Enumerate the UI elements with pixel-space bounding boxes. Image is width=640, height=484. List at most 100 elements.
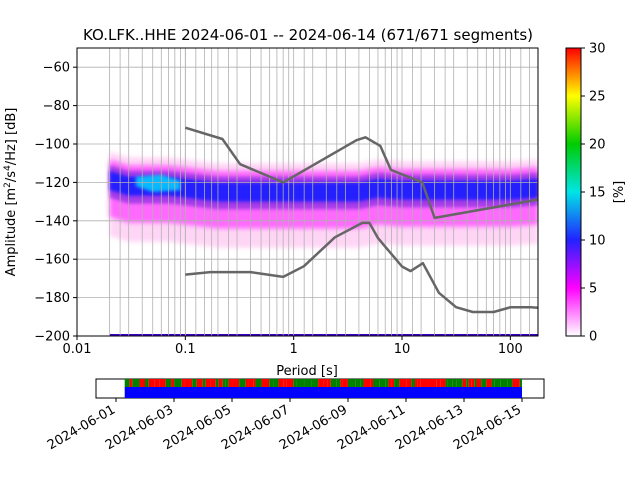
timeline-gap-cell bbox=[486, 379, 492, 387]
timeline-gap-cell bbox=[462, 379, 467, 387]
timeline-gap-cell bbox=[452, 379, 457, 387]
timeline-gap-cell bbox=[373, 379, 380, 387]
colorbar-tick-label: 25 bbox=[589, 90, 606, 105]
timeline-gap-cell bbox=[411, 379, 416, 387]
y-tick-label: −120 bbox=[34, 176, 70, 191]
timeline-gap-cell bbox=[253, 379, 256, 387]
timeline-gap-cell bbox=[239, 379, 246, 387]
colorbar-label: [%] bbox=[612, 181, 627, 204]
timeline-gap-cell bbox=[318, 379, 324, 387]
timeline-gap-cell bbox=[347, 379, 351, 387]
timeline-gap-cell bbox=[293, 379, 297, 387]
timeline-gap-cell bbox=[181, 379, 185, 387]
timeline-gap-cell bbox=[171, 379, 175, 387]
timeline-gap-cell bbox=[205, 379, 211, 387]
timeline-gap-cell bbox=[350, 379, 356, 387]
density-core-blue bbox=[109, 170, 538, 202]
timeline-gap-cell bbox=[340, 379, 343, 387]
y-tick-label: −180 bbox=[34, 291, 70, 306]
timeline-gap-cell bbox=[323, 379, 328, 387]
colorbar-tick-label: 15 bbox=[589, 186, 606, 201]
timeline-gap-cell bbox=[430, 379, 437, 387]
timeline-gap-cell bbox=[415, 379, 418, 387]
timeline-gap-cell bbox=[406, 379, 412, 387]
timeline-gap-cell bbox=[245, 379, 249, 387]
timeline-gap-cell bbox=[391, 379, 395, 387]
segments-timeline: 2024-06-012024-06-032024-06-052024-06-07… bbox=[45, 378, 545, 453]
timeline-data-bar bbox=[124, 387, 522, 398]
x-axis-label: Period [s] bbox=[276, 364, 338, 379]
timeline-gap-cell bbox=[500, 379, 508, 387]
timeline-gap-cell bbox=[222, 379, 226, 387]
timeline-gap-cell bbox=[296, 379, 305, 387]
plot-area: 0.01 0.1 1 10 100 −60 −80 −100 −120 −140 −160 −180… bbox=[34, 47, 539, 357]
colorbar-tick-label: 5 bbox=[589, 282, 597, 297]
y-axis-label-part-1: Amplitude [m bbox=[4, 188, 19, 277]
timeline-gap-cell bbox=[165, 379, 172, 387]
timeline-gap-cell bbox=[255, 379, 262, 387]
x-tick-label: 10 bbox=[394, 342, 411, 357]
colorbar-gradient bbox=[565, 47, 582, 337]
timeline-gap-cell bbox=[148, 379, 155, 387]
timeline-gap-cell bbox=[196, 379, 203, 387]
timeline-gap-cell bbox=[476, 379, 482, 387]
timeline-gap-cell bbox=[427, 379, 431, 387]
plot-frame bbox=[76, 47, 539, 337]
x-tick-label: 0.1 bbox=[175, 342, 196, 357]
colorbar-tick-label: 10 bbox=[589, 234, 606, 249]
y-tick-label: −160 bbox=[34, 253, 70, 268]
timeline-bars bbox=[124, 379, 522, 398]
timeline-gap-cell bbox=[286, 379, 294, 387]
timeline-gap-cell bbox=[154, 379, 160, 387]
timeline-gap-cell bbox=[139, 379, 146, 387]
y-axis-label: Amplitude [m2/s4/Hz] [dB] bbox=[3, 108, 19, 277]
timeline-gap-cell bbox=[456, 379, 463, 387]
timeline-gap-cell bbox=[363, 379, 371, 387]
timeline-gap-cell bbox=[215, 379, 219, 387]
y-axis-label-sup-1: 2 bbox=[3, 182, 13, 188]
timeline-gap-cell bbox=[399, 379, 407, 387]
y-tick-label: −140 bbox=[34, 214, 70, 229]
timeline-gap-cell bbox=[471, 379, 475, 387]
timeline-gap-cell bbox=[466, 379, 469, 387]
colorbar-tick-label: 20 bbox=[589, 138, 606, 153]
y-tick-label: −200 bbox=[34, 330, 70, 345]
timeline-gap-cell bbox=[192, 379, 197, 387]
grid-x bbox=[76, 48, 530, 336]
timeline-gap-cell bbox=[330, 379, 337, 387]
timeline-gap-cell bbox=[468, 379, 472, 387]
density-cyan-patch bbox=[135, 174, 181, 192]
timeline-gap-cell bbox=[132, 379, 137, 387]
timeline-gap-cell bbox=[494, 379, 501, 387]
timeline-gap-cell bbox=[269, 379, 274, 387]
x-tick-label: 1 bbox=[290, 342, 298, 357]
timeline-gap-cell bbox=[474, 379, 477, 387]
timeline-date-ticks: 2024-06-012024-06-032024-06-052024-06-07… bbox=[45, 398, 524, 453]
colorbar-ticks: 0 5 10 15 20 25 30 bbox=[581, 42, 606, 345]
timeline-gap-cell bbox=[311, 379, 319, 387]
y-tick-label: −100 bbox=[34, 138, 70, 153]
y-axis-label-sup-2: 4 bbox=[3, 165, 13, 171]
timeline-gap-cell bbox=[159, 379, 166, 387]
y-axis-label-part-3: /Hz] [dB] bbox=[4, 108, 19, 166]
timeline-gap-cell bbox=[507, 379, 513, 387]
timeline-gap-cell bbox=[519, 379, 522, 387]
timeline-gap-cell bbox=[379, 379, 386, 387]
y-axis: −60 −80 −100 −120 −140 −160 −180 −200 bbox=[34, 61, 77, 345]
timeline-gap-cell bbox=[327, 379, 331, 387]
timeline-gap-cell bbox=[388, 379, 392, 387]
timeline-gap-cell bbox=[394, 379, 400, 387]
timeline-gap-cell bbox=[447, 379, 453, 387]
timeline-gap-cell bbox=[355, 379, 361, 387]
timeline-gap-cell bbox=[436, 379, 441, 387]
timeline-gap-cell bbox=[233, 379, 240, 387]
timeline-gap-cell bbox=[228, 379, 234, 387]
colorbar: 0 5 10 15 20 25 30 [%] bbox=[565, 42, 627, 345]
timeline-gap-cell bbox=[420, 379, 428, 387]
timeline-gap-cell bbox=[129, 379, 133, 387]
timeline-gap-cell bbox=[417, 379, 421, 387]
timeline-gap-cell bbox=[491, 379, 495, 387]
noise-models bbox=[184, 126, 538, 314]
x-tick-label: 0.01 bbox=[63, 342, 92, 357]
